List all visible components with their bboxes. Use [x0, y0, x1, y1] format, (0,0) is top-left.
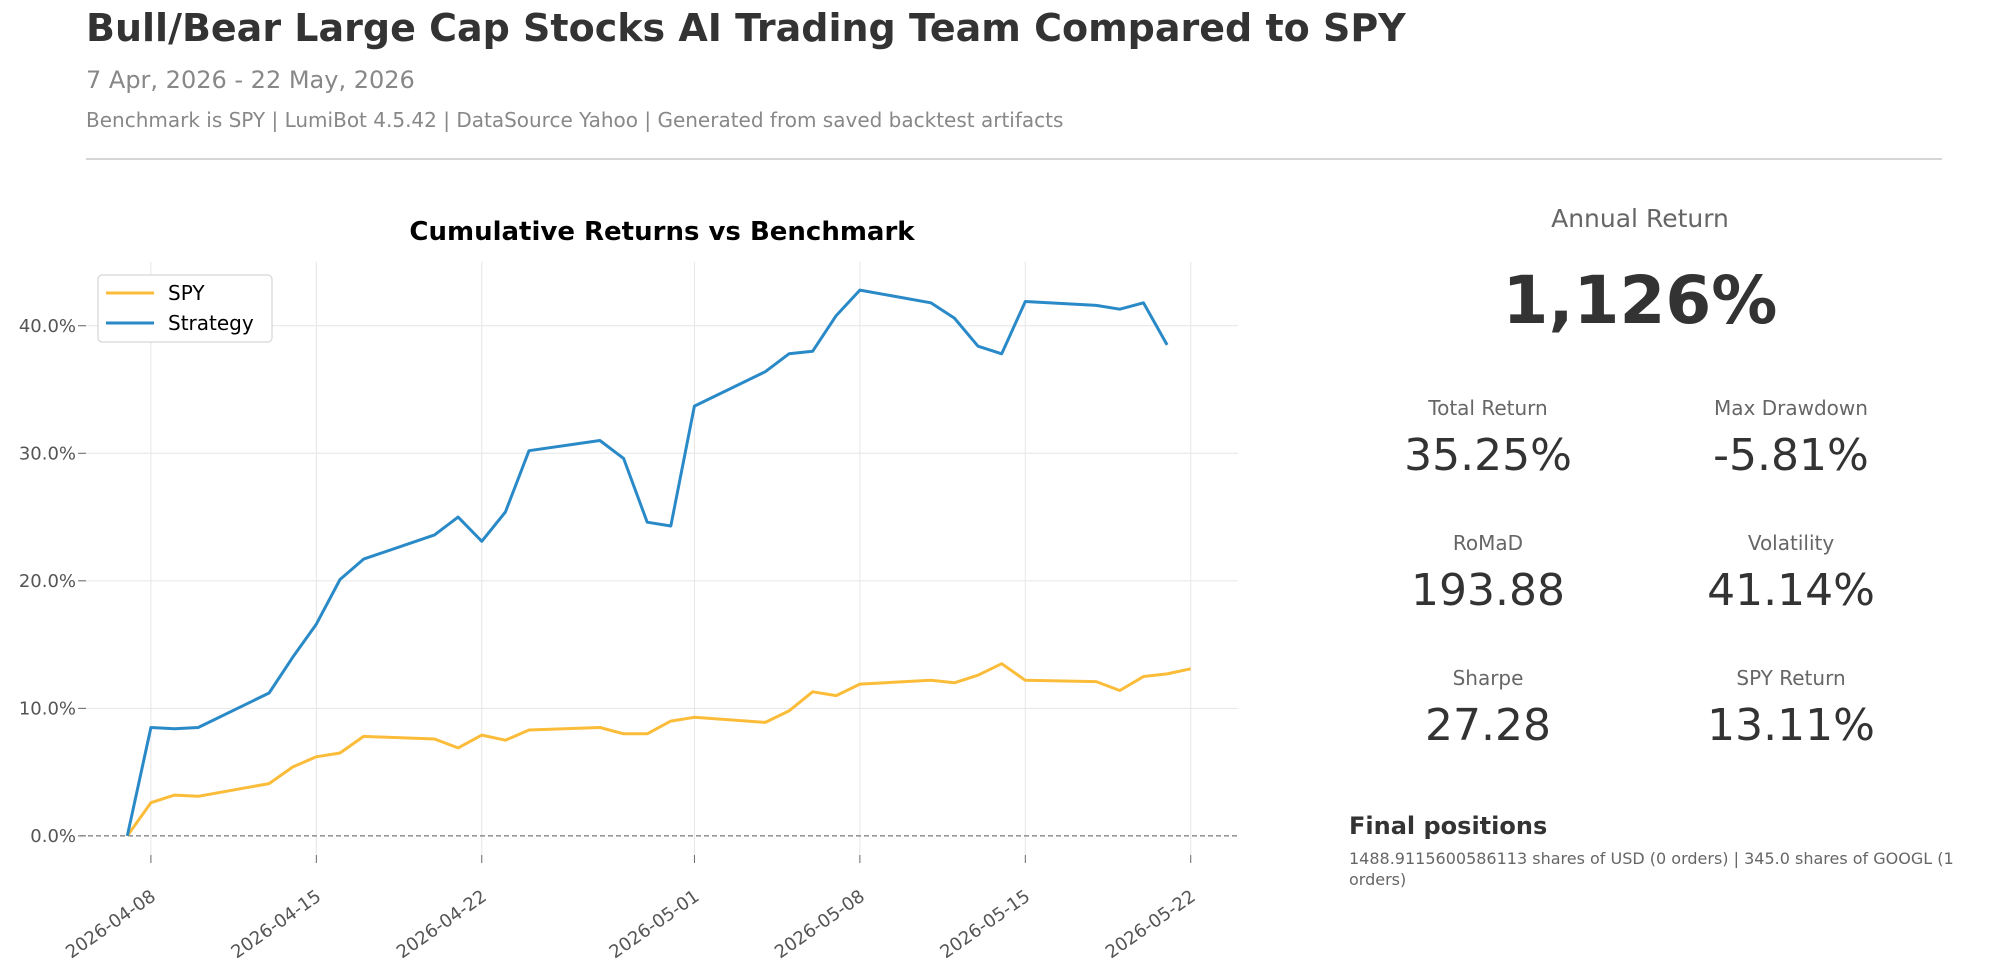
final-positions-title: Final positions [1349, 812, 1548, 840]
sharpe-value: 27.28 [1425, 700, 1551, 751]
romad-value: 193.88 [1411, 565, 1565, 616]
page-title: Bull/Bear Large Cap Stocks AI Trading Te… [86, 6, 1406, 50]
volatility-value: 41.14% [1707, 565, 1875, 616]
y-tick-label: 20.0% [19, 571, 76, 592]
max-drawdown-label: Max Drawdown [1714, 396, 1868, 420]
y-tick-label: 10.0% [19, 698, 76, 719]
x-tick-label: 2026-04-15 [227, 886, 325, 963]
max-drawdown-value: -5.81% [1713, 430, 1869, 481]
sharpe-label: Sharpe [1452, 666, 1524, 690]
series-line-strategy [125, 288, 1169, 837]
x-tick-label: 2026-05-22 [1102, 886, 1200, 963]
report-meta-line: Benchmark is SPY | LumiBot 4.5.42 | Data… [86, 108, 1064, 132]
x-tick-label: 2026-05-15 [936, 886, 1034, 963]
legend-label-strategy: Strategy [168, 311, 254, 335]
x-tick-label: 2026-04-22 [393, 886, 491, 963]
annual-return-label: Annual Return [1551, 204, 1729, 233]
total-return-label: Total Return [1428, 396, 1548, 420]
chart-title: Cumulative Returns vs Benchmark [409, 217, 915, 247]
date-range-subtitle: 7 Apr, 2026 - 22 May, 2026 [86, 66, 415, 94]
total-return-value: 35.25% [1404, 430, 1572, 481]
x-tick-label: 2026-05-08 [771, 886, 869, 963]
x-tick-label: 2026-05-01 [606, 886, 704, 963]
legend-label-spy: SPY [168, 281, 205, 305]
y-tick-label: 0.0% [30, 826, 76, 847]
y-tick-label: 30.0% [19, 443, 76, 464]
volatility-label: Volatility [1747, 531, 1835, 555]
x-tick-label: 2026-04-08 [62, 886, 160, 963]
annual-return-value: 1,126% [1502, 262, 1778, 339]
romad-label: RoMaD [1452, 531, 1524, 555]
final-positions-text: 1488.9115600586113 shares of USD (0 orde… [1349, 849, 1954, 889]
spy-return-value: 13.11% [1707, 700, 1875, 751]
series-line-spy [126, 662, 1192, 837]
spy-return-label: SPY Return [1736, 666, 1846, 690]
header-divider [86, 158, 1942, 160]
y-tick-label: 40.0% [19, 316, 76, 337]
